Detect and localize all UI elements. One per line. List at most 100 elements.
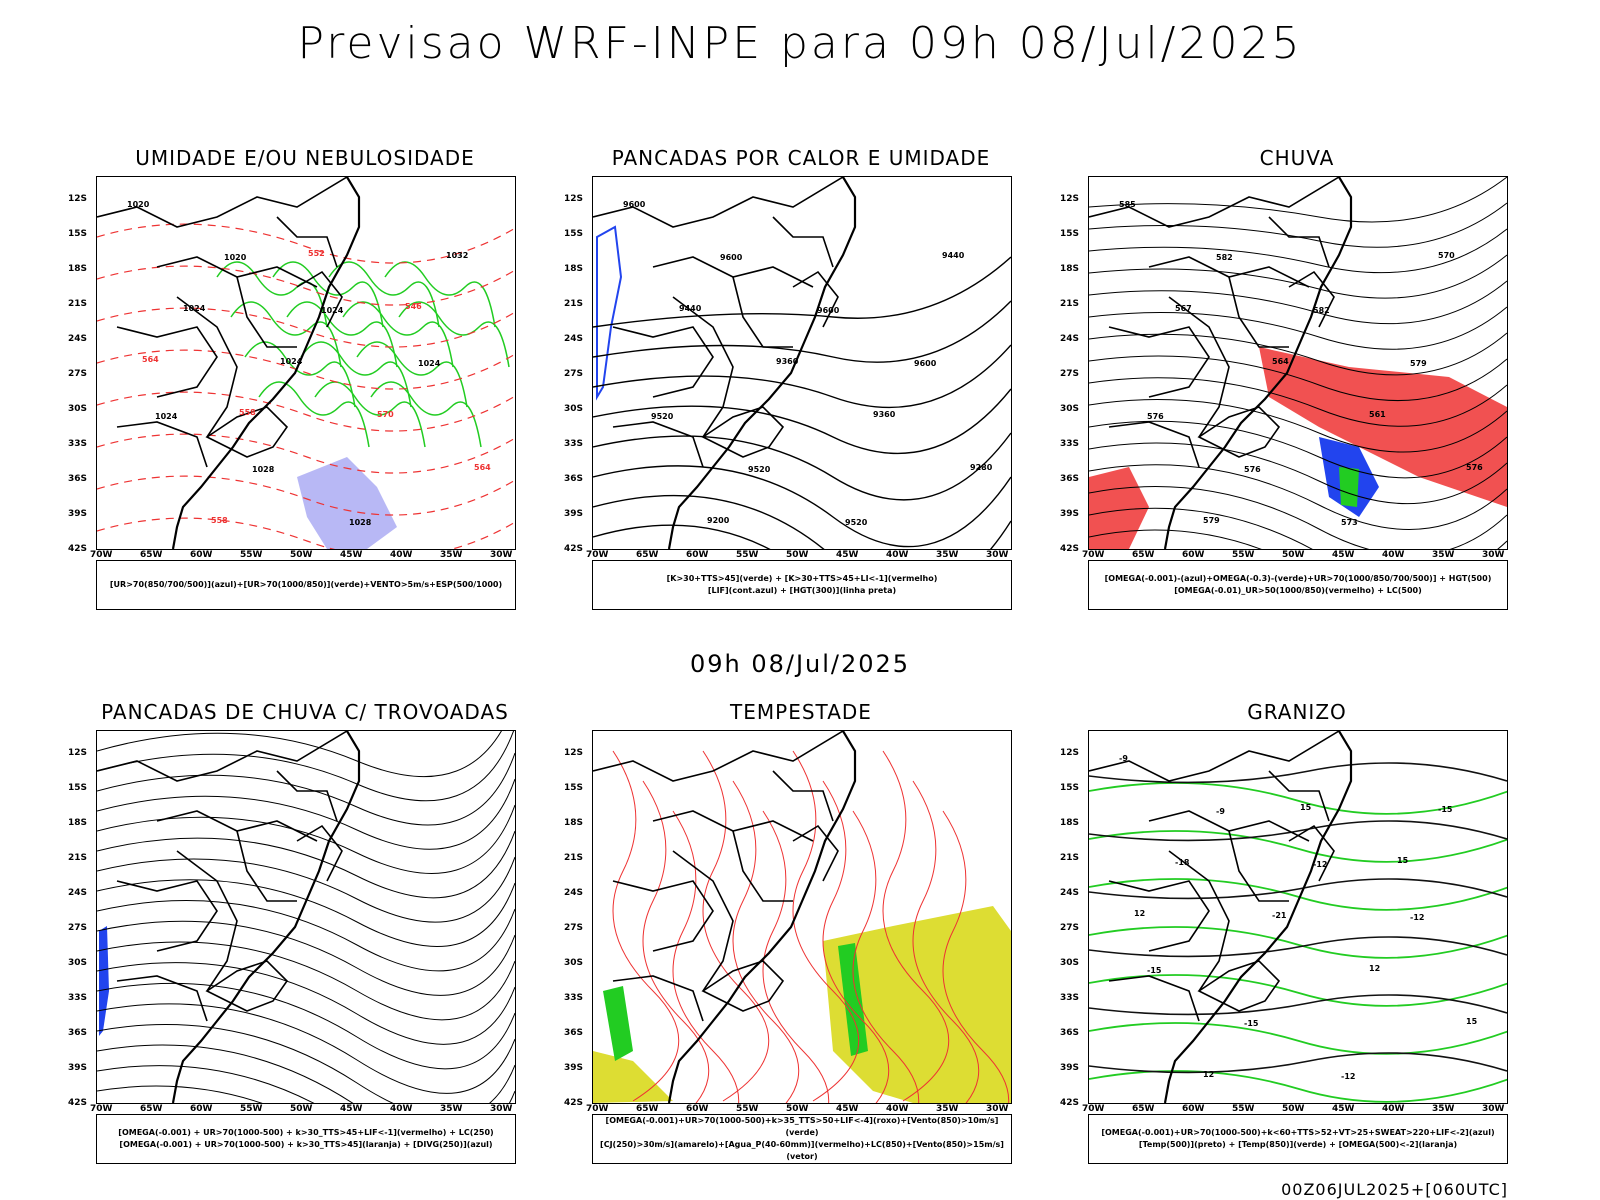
map-frame xyxy=(96,730,516,1104)
state-border xyxy=(1268,770,1330,822)
state-border xyxy=(276,770,338,822)
lon-tick-label: 55W xyxy=(736,1104,759,1114)
hgt300-contour xyxy=(593,300,1011,363)
panel-title: PANCADAS POR CALOR E UMIDADE xyxy=(611,146,991,170)
lat-tick-label: 36S xyxy=(1060,1028,1080,1038)
contour-label: 561 xyxy=(1369,410,1386,419)
lat-tick-label: 21S xyxy=(68,299,88,309)
state-border xyxy=(701,406,785,458)
lon-tick-label: 70W xyxy=(586,1104,609,1114)
lat-tick-label: 36S xyxy=(564,1028,584,1038)
state-border xyxy=(116,880,218,952)
lat-tick-label: 21S xyxy=(68,853,88,863)
state-border xyxy=(116,326,218,398)
streamline-850 xyxy=(732,780,800,1103)
state-border xyxy=(792,824,839,882)
lat-tick-label: 21S xyxy=(564,299,584,309)
lon-tick-label: 70W xyxy=(90,550,113,560)
legend-box: [K>30+TTS>45](verde) + [K>30+TTS>45+LI<-… xyxy=(592,560,1012,610)
lon-tick-label: 30W xyxy=(986,550,1009,560)
legend-line: [Temp(500)](preto) + [Temp(850)](verde) … xyxy=(1138,1140,1458,1149)
temp850-contour xyxy=(1089,926,1507,959)
hgt300-contour xyxy=(593,388,1011,455)
thickness-contour xyxy=(97,433,515,474)
state-border xyxy=(1228,830,1289,902)
map-svg: 1020 1020 1024 1024 1024 1028 1028 1032 1024 1024… xyxy=(97,177,515,549)
humidity-low-contour xyxy=(370,381,482,448)
state-border xyxy=(236,830,297,902)
lon-tick-label: 65W xyxy=(1132,550,1155,560)
lat-tick-label: 39S xyxy=(68,509,88,519)
contour-label: -9 xyxy=(1216,807,1225,816)
contour-label: 1024 xyxy=(321,306,344,315)
panel-title: PANCADAS DE CHUVA C/ TROVOADAS xyxy=(101,700,509,724)
streamline-500 xyxy=(1089,464,1507,530)
lat-tick-label: 30S xyxy=(1060,404,1080,414)
lat-tick-label: 18S xyxy=(68,818,88,828)
lat-tick-label: 24S xyxy=(1060,888,1080,898)
wind850-area xyxy=(838,943,868,1056)
lat-tick-label: 18S xyxy=(1060,264,1080,274)
lat-tick-label: 24S xyxy=(1060,334,1080,344)
panel-pancadas-trovoadas: PANCADAS DE CHUVA C/ TROVOADAS 12S 15S 18S 2… xyxy=(68,700,516,1180)
state-border xyxy=(672,296,734,438)
lat-tick-label: 33S xyxy=(68,439,88,449)
lon-tick-label: 45W xyxy=(340,550,363,560)
lat-tick-label: 15S xyxy=(564,229,584,239)
streamline-250 xyxy=(97,1003,515,1094)
temp500-contour xyxy=(1089,936,1507,958)
lon-tick-label: 70W xyxy=(90,1104,113,1114)
streamline-500 xyxy=(1089,254,1507,299)
lon-tick-label: 55W xyxy=(1232,550,1255,560)
contour-label: 9440 xyxy=(942,251,965,260)
streamline-250 xyxy=(97,962,515,1045)
contour-label: 1028 xyxy=(349,518,372,527)
lon-tick-label: 55W xyxy=(1232,1104,1255,1114)
coastline xyxy=(667,177,857,549)
jet-area xyxy=(823,906,1011,1103)
contour-label: 9600 xyxy=(914,359,937,368)
lat-tick-label: 30S xyxy=(68,958,88,968)
legend-box: [UR>70(850/700/500)](azul)+[UR>70(1000/8… xyxy=(96,560,516,610)
lon-tick-label: 40W xyxy=(1382,550,1405,560)
streamline-850 xyxy=(702,750,770,1102)
contour-label: 15 xyxy=(1397,856,1409,865)
state-border xyxy=(1089,177,1340,228)
state-border xyxy=(1288,270,1335,328)
lon-tick-label: 70W xyxy=(586,550,609,560)
humidity-low-contour xyxy=(244,341,356,408)
contour-label: -21 xyxy=(1272,911,1287,920)
state-border xyxy=(772,216,834,268)
humidity-low-contour xyxy=(300,341,412,408)
coastline xyxy=(171,177,361,549)
thickness-contour xyxy=(97,265,515,306)
lon-tick-label: 45W xyxy=(1332,550,1355,560)
map-frame: 585 582 582 579 576 576 573 570 567 564 561 576 579 xyxy=(1088,176,1508,550)
contour-label: 576 xyxy=(1466,463,1483,472)
contour-label: 9440 xyxy=(679,304,702,313)
contour-label: 570 xyxy=(1438,251,1455,260)
contour-label: 570 xyxy=(377,410,394,419)
lat-tick-label: 24S xyxy=(68,334,88,344)
contour-label: 564 xyxy=(474,463,491,472)
state-border xyxy=(1228,276,1289,348)
temp850-contour xyxy=(1089,1022,1507,1055)
streamline-250 xyxy=(97,1065,315,1103)
lon-tick-label: 60W xyxy=(1182,550,1205,560)
state-border xyxy=(1089,731,1340,782)
hgt300-contour xyxy=(593,524,771,549)
hgt300-contour xyxy=(593,494,1011,549)
streamline-850 xyxy=(852,810,920,1103)
temp500-contour xyxy=(1089,1052,1507,1074)
map-svg xyxy=(593,731,1011,1103)
lat-tick-label: 24S xyxy=(564,334,584,344)
lat-tick-label: 39S xyxy=(564,1063,584,1073)
thickness-contour xyxy=(97,223,515,264)
legend-line: [LIF](cont.azul) + [HGT(300)](linha pret… xyxy=(707,586,897,595)
coastline xyxy=(171,731,361,1103)
legend-line: [K>30+TTS>45](verde) + [K>30+TTS>45+LI<-… xyxy=(666,574,938,583)
lat-tick-label: 33S xyxy=(1060,993,1080,1003)
lon-tick-label: 50W xyxy=(786,1104,809,1114)
panel-pancadas-calor: PANCADAS POR CALOR E UMIDADE 9600 9600 9600… xyxy=(564,146,1012,626)
lat-tick-label: 18S xyxy=(68,264,88,274)
